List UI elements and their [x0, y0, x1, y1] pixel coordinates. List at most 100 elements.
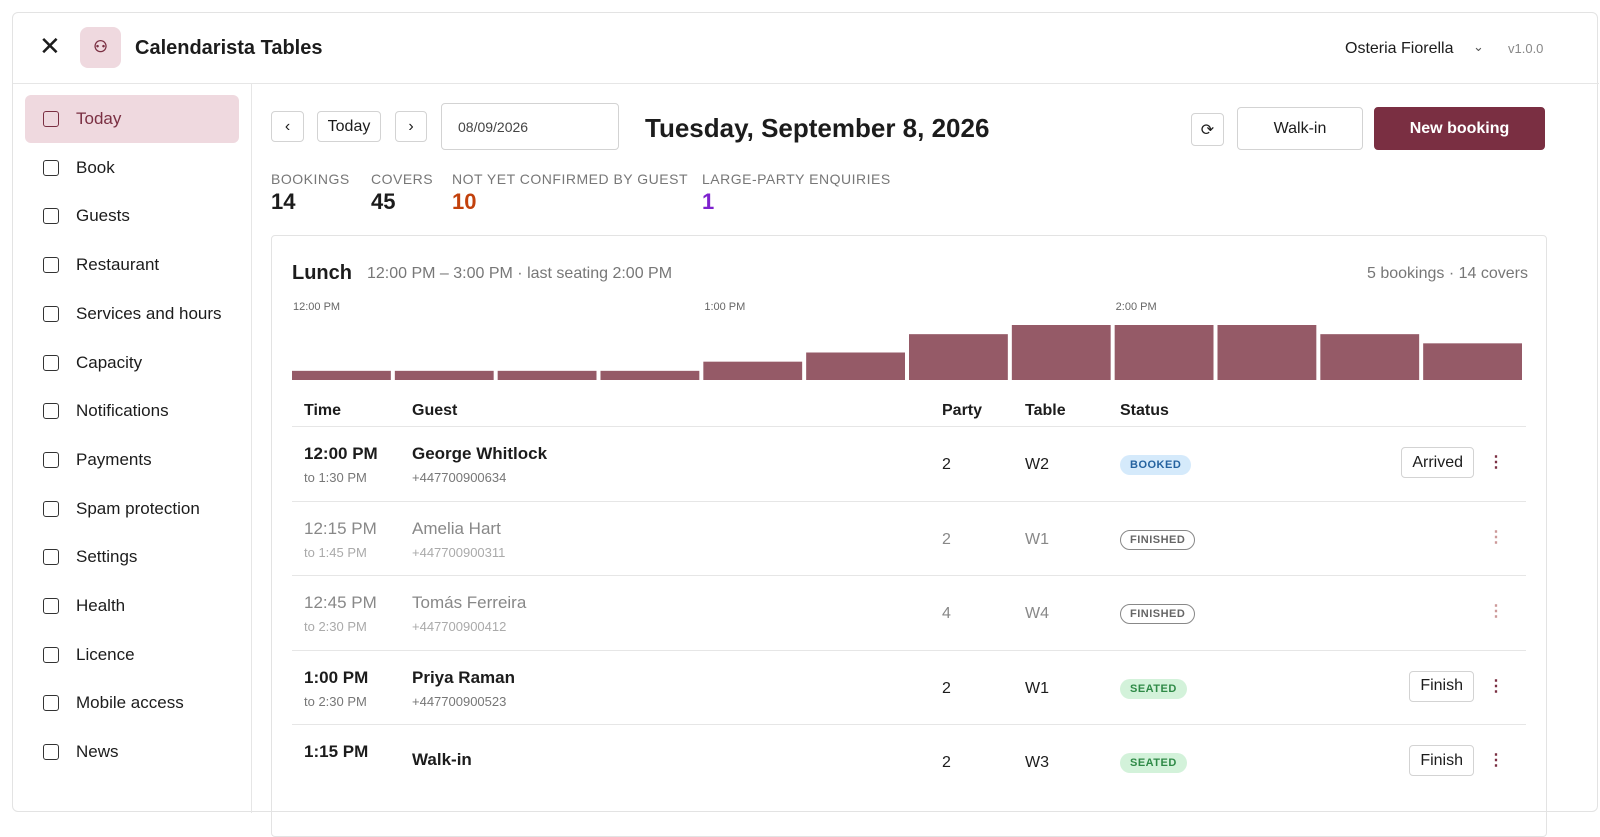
table-id: W1	[1025, 530, 1049, 548]
stat-label: LARGE-PARTY ENQUIRIES	[702, 171, 891, 187]
app-logo: ⚇	[80, 27, 121, 68]
nav-item[interactable]: News	[25, 728, 239, 776]
nav-item[interactable]: Restaurant	[25, 241, 239, 289]
row-menu[interactable]: ⋮	[1488, 677, 1504, 695]
nav-item[interactable]: Capacity	[25, 339, 239, 387]
stat-label: NOT YET CONFIRMED BY GUEST	[452, 171, 689, 187]
row-menu[interactable]: ⋮	[1488, 603, 1504, 620]
nav-label: Licence	[76, 644, 135, 664]
stat: NOT YET CONFIRMED BY GUEST 10	[452, 171, 688, 215]
status-badge: SEATED	[1120, 753, 1187, 773]
stat: BOOKINGS 14	[271, 171, 350, 215]
until: to 1:45 PM	[304, 544, 367, 560]
nav-icon	[43, 305, 59, 322]
occupancy-chart: 12:00 PM 1:00 PM 2:00 PM	[292, 301, 1522, 380]
refresh[interactable]: ⟳	[1191, 113, 1224, 146]
table-id: W2	[1025, 456, 1049, 473]
nav-item[interactable]: Services and hours	[25, 290, 239, 338]
time: 12:15 PM	[304, 518, 377, 538]
nav-label: Notifications	[76, 401, 169, 421]
sidebar: Today Book Guests Restaurant Services and ho…	[13, 83, 252, 813]
stat-label: COVERS	[371, 171, 434, 187]
row-menu[interactable]: ⋮	[1488, 752, 1504, 769]
new-booking-button[interactable]: New booking	[1374, 107, 1545, 150]
walk-in-button[interactable]: Walk-in	[1237, 107, 1363, 150]
nav-label: Settings	[76, 547, 138, 567]
next-day[interactable]: ›	[395, 111, 427, 142]
party: 4	[942, 605, 951, 622]
app-window: ✕ ⚇ Calendarista Tables Osteria Fiorella…	[12, 12, 1599, 837]
nav-icon	[43, 549, 59, 566]
guest-name[interactable]: Tomás Ferreira	[412, 593, 527, 612]
bar	[909, 334, 1008, 380]
phone: +447700900523	[412, 693, 507, 709]
nav-icon	[43, 695, 59, 712]
nav-label: Today	[76, 109, 122, 128]
column-header: Party	[942, 402, 983, 419]
action-button[interactable]: Finish	[1409, 745, 1474, 776]
stat: LARGE-PARTY ENQUIRIES 1	[702, 171, 891, 215]
nav-item[interactable]: Payments	[25, 436, 239, 484]
column-header: Table	[1025, 402, 1066, 419]
nav-icon	[43, 500, 59, 517]
phone: +447700900634	[412, 470, 507, 485]
nav-icon	[43, 354, 59, 371]
guest-name[interactable]: Priya Raman	[412, 667, 515, 687]
phone: +447700900412	[412, 619, 507, 634]
close-button[interactable]: ✕	[39, 31, 61, 61]
service-card: Lunch 12:00 PM – 3:00 PM · last seating …	[271, 235, 1547, 837]
nav-item[interactable]: Spam protection	[25, 485, 239, 533]
guest-name[interactable]: George Whitlock	[412, 444, 548, 463]
row-menu[interactable]: ⋮	[1488, 454, 1504, 471]
action-button[interactable]: Finish	[1409, 670, 1474, 702]
status-badge: BOOKED	[1120, 455, 1192, 475]
bar	[292, 370, 391, 380]
stat-value: 10	[452, 189, 477, 214]
nav-icon	[43, 257, 59, 274]
nav-item[interactable]: Notifications	[25, 387, 239, 435]
row-divider	[292, 649, 1526, 651]
bar	[394, 370, 494, 380]
nav-item[interactable]: Today	[25, 95, 239, 143]
status-badge: SEATED	[1120, 678, 1187, 699]
nav-icon	[43, 451, 59, 468]
until: to 1:30 PM	[304, 470, 367, 485]
nav-label: Restaurant	[76, 255, 160, 275]
row-menu[interactable]: ⋮	[1488, 528, 1504, 546]
guest-name[interactable]: Walk-in	[412, 750, 472, 769]
nav-item[interactable]: Settings	[25, 533, 239, 581]
prev-day[interactable]: ‹	[271, 111, 304, 142]
time: 12:45 PM	[304, 593, 377, 612]
nav-item[interactable]: Book	[25, 144, 239, 192]
service-name: Lunch	[292, 262, 352, 284]
nav-item[interactable]: Mobile access	[25, 679, 239, 727]
action-button[interactable]: Arrived	[1401, 447, 1474, 478]
row-divider	[292, 500, 1526, 502]
table-id: W4	[1025, 605, 1049, 622]
nav-item[interactable]: Guests	[25, 192, 239, 240]
venue-selector[interactable]: Osteria Fiorella	[1345, 40, 1454, 57]
phone: +447700900311	[412, 544, 506, 560]
nav-icon	[43, 403, 59, 420]
version: v1.0.0	[1508, 41, 1544, 56]
row-divider	[292, 426, 1526, 427]
nav-icon	[43, 111, 59, 127]
party: 2	[942, 754, 951, 771]
row-divider	[292, 575, 1526, 576]
table-id: W1	[1025, 679, 1049, 697]
nav-label: Mobile access	[76, 693, 184, 713]
x-tick-label: 1:00 PM	[704, 301, 745, 313]
app-title: Calendarista Tables	[135, 37, 323, 59]
bar	[600, 370, 700, 380]
nav-label: Guests	[76, 206, 130, 226]
today-button[interactable]: Today	[317, 111, 381, 142]
stat-value: 45	[371, 189, 396, 214]
venue-caret[interactable]: ⌄	[1473, 39, 1484, 54]
nav-item[interactable]: Health	[25, 582, 239, 630]
guest-name[interactable]: Amelia Hart	[412, 518, 501, 538]
nav-icon	[43, 598, 59, 614]
bar	[1217, 325, 1317, 380]
nav-item[interactable]: Licence	[25, 631, 239, 679]
party: 2	[942, 679, 951, 697]
date-input[interactable]: 08/09/2026	[441, 103, 619, 150]
